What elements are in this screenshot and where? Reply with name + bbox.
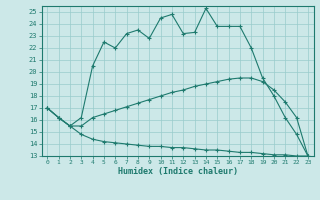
X-axis label: Humidex (Indice chaleur): Humidex (Indice chaleur) <box>118 167 237 176</box>
